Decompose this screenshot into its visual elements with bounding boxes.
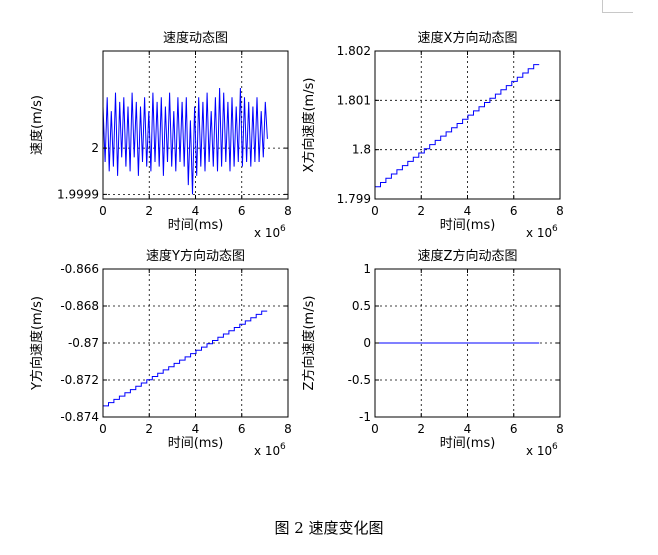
plot-area — [375, 51, 560, 199]
x-tick-label: 6 — [238, 422, 246, 436]
x-tick-label: 2 — [417, 204, 425, 218]
y-tick-label: -0.866 — [60, 262, 99, 276]
x-tick-label: 4 — [464, 422, 472, 436]
y-axis-label: Z方向速度(m/s) — [301, 296, 317, 391]
x-tick-label: 4 — [464, 204, 472, 218]
chart-title: 速度Y方向动态图 — [146, 248, 245, 264]
x-tick-label: 0 — [99, 204, 107, 218]
y-tick-label: 1.799 — [337, 192, 371, 206]
x-tick-label: 2 — [417, 422, 425, 436]
x-axis-multiplier: x 10 — [254, 444, 280, 458]
x-tick-label: 4 — [192, 422, 200, 436]
y-axis-label: 速度(m/s) — [29, 95, 45, 155]
x-tick-label: 6 — [510, 422, 518, 436]
chart-title: 速度Z方向动态图 — [418, 248, 518, 264]
chart-title: 速度X方向动态图 — [418, 30, 518, 46]
chart-title: 速度动态图 — [163, 30, 228, 46]
x-tick-label: 8 — [284, 422, 292, 436]
y-tick-label: 1.9999 — [57, 187, 99, 201]
y-tick-label: -0.5 — [348, 373, 371, 387]
y-tick-label: 0.5 — [352, 299, 371, 313]
x-tick-label: 8 — [284, 204, 292, 218]
y-tick-label: -0.872 — [60, 373, 99, 387]
series-line — [375, 64, 540, 188]
x-axis-label: 时间(ms) — [168, 436, 224, 451]
x-tick-label: 4 — [192, 204, 200, 218]
x-axis-label: 时间(ms) — [168, 218, 224, 233]
y-axis-label: X方向速度(m/s) — [301, 78, 317, 173]
page-corner-mark — [602, 0, 633, 13]
x-tick-label: 0 — [371, 204, 379, 218]
x-tick-label: 0 — [371, 422, 379, 436]
y-tick-label: 0 — [363, 336, 371, 350]
x-axis-exponent: 6 — [280, 442, 286, 452]
y-tick-label: 1.802 — [337, 44, 371, 58]
y-tick-label: 1 — [363, 262, 371, 276]
x-tick-label: 8 — [556, 204, 564, 218]
x-axis-multiplier: x 10 — [254, 226, 280, 240]
y-tick-label: 1.8 — [352, 143, 371, 157]
x-axis-exponent: 6 — [552, 224, 558, 234]
y-tick-label: 2 — [91, 141, 99, 155]
y-tick-label: -0.87 — [68, 336, 99, 350]
x-tick-label: 2 — [145, 204, 153, 218]
series-line — [102, 87, 268, 195]
x-axis-exponent: 6 — [552, 442, 558, 452]
y-tick-label: -0.868 — [60, 299, 99, 313]
x-axis-label: 时间(ms) — [440, 436, 496, 451]
x-axis-label: 时间(ms) — [440, 218, 496, 233]
x-tick-label: 8 — [556, 422, 564, 436]
series-line — [103, 310, 268, 407]
x-tick-label: 2 — [145, 422, 153, 436]
y-tick-label: -0.874 — [60, 410, 99, 424]
y-tick-label: 1.801 — [337, 93, 371, 107]
x-tick-label: 6 — [510, 204, 518, 218]
x-tick-label: 6 — [238, 204, 246, 218]
x-tick-label: 0 — [99, 422, 107, 436]
y-tick-label: -1 — [359, 410, 371, 424]
x-axis-multiplier: x 10 — [526, 226, 552, 240]
x-axis-multiplier: x 10 — [526, 444, 552, 458]
y-axis-label: Y方向速度(m/s) — [29, 296, 45, 391]
chart-panel-3: 0 2 4 6 8 -0.874 -0.872 -0.87 -0.868 -0.866 速度Y方向动… — [29, 248, 292, 458]
x-axis-exponent: 6 — [280, 224, 286, 234]
figure-caption: 图 2 速度变化图 — [274, 519, 384, 537]
